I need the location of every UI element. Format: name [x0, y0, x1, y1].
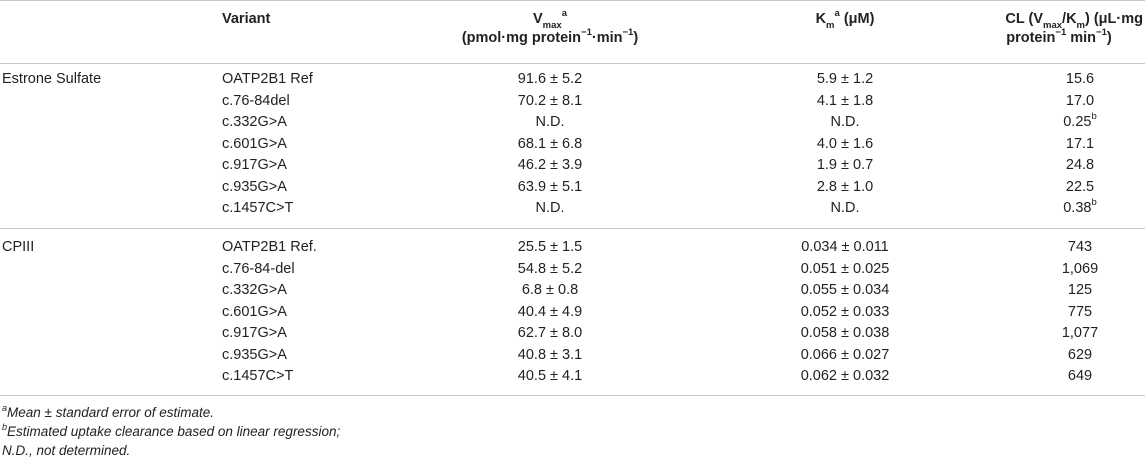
- cell-cl: 649: [1067, 368, 1093, 384]
- cell-km: 1.9 ± 0.7: [816, 157, 874, 173]
- cell-km: 0.066 ± 0.027: [800, 346, 890, 363]
- cell-variant: c.332G>A: [222, 282, 287, 298]
- cell-vmax: 40.5 ± 4.1: [517, 368, 583, 384]
- header-vmax-line1: Vmaxa: [533, 8, 567, 31]
- header-cl-line2: protein−1 min−1): [1006, 27, 1112, 46]
- cell-vmax: 62.7 ± 8.0: [517, 325, 583, 341]
- group-label: Estrone Sulfate: [2, 71, 102, 87]
- cell-variant: OATP2B1 Ref: [222, 71, 313, 87]
- cell-cl: 15.6: [1065, 71, 1095, 87]
- group-label: CPIII: [2, 239, 35, 255]
- cell-km: N.D.: [830, 114, 860, 130]
- cell-variant: c.76-84-del: [222, 260, 295, 277]
- cell-cl: 17.0: [1065, 92, 1095, 109]
- cell-variant: c.332G>A: [222, 114, 287, 130]
- cell-cl: 743: [1067, 239, 1093, 255]
- header-cl-line1: CL (Vmax/Km) (μL·mg: [1005, 11, 1143, 31]
- cell-variant: c.1457C>T: [222, 368, 294, 384]
- group-separator-rule: [0, 228, 1145, 229]
- cell-km: 0.034 ± 0.011: [801, 239, 889, 255]
- cell-km: 4.1 ± 1.8: [816, 92, 874, 109]
- cell-cl: 125: [1067, 282, 1093, 298]
- cell-cl: 1,077: [1061, 325, 1099, 341]
- table-top-rule: [0, 0, 1145, 1]
- cell-cl: 24.8: [1065, 157, 1095, 173]
- header-vmax-line2: (pmol·mg protein−1·min−1): [461, 27, 639, 46]
- cell-km: 5.9 ± 1.2: [816, 71, 874, 87]
- cell-cl: 0.25b: [1063, 111, 1097, 130]
- cell-vmax: 70.2 ± 8.1: [517, 92, 583, 109]
- cell-vmax: 68.1 ± 6.8: [517, 135, 583, 152]
- cell-km: 0.058 ± 0.038: [800, 325, 890, 341]
- cell-variant: c.1457C>T: [222, 200, 294, 216]
- cell-variant: c.76-84del: [222, 92, 290, 109]
- cell-km: 0.055 ± 0.034: [800, 282, 890, 298]
- cell-cl: 1,069: [1061, 260, 1099, 277]
- cell-cl: 17.1: [1065, 135, 1095, 152]
- cell-cl: 629: [1067, 346, 1093, 363]
- cell-km: 0.062 ± 0.032: [800, 368, 890, 384]
- cell-vmax: 6.8 ± 0.8: [521, 282, 579, 298]
- cell-km: 2.8 ± 1.0: [816, 178, 874, 195]
- header-variant: Variant: [222, 11, 271, 27]
- cell-variant: c.917G>A: [222, 157, 287, 173]
- cell-variant: OATP2B1 Ref.: [222, 239, 317, 255]
- cell-vmax: 40.4 ± 4.9: [517, 303, 583, 320]
- cell-cl: 22.5: [1065, 178, 1095, 195]
- cell-variant: c.917G>A: [222, 325, 287, 341]
- cell-km: 0.052 ± 0.033: [800, 303, 890, 320]
- cell-km: N.D.: [830, 200, 860, 216]
- header-vmax: Vmaxa (pmol·mg protein−1·min−1): [420, 8, 680, 48]
- table-bottom-rule: [0, 395, 1145, 396]
- header-bottom-rule: [0, 63, 1145, 64]
- cell-km: 4.0 ± 1.6: [816, 135, 874, 152]
- cell-vmax: 46.2 ± 3.9: [517, 157, 583, 173]
- cell-variant: c.935G>A: [222, 346, 287, 363]
- footnote-b: bEstimated uptake clearance based on lin…: [2, 421, 341, 439]
- cell-vmax: 63.9 ± 5.1: [517, 178, 583, 195]
- header-cl: CL (Vmax/Km) (μL·mg protein−1 min−1): [955, 10, 1143, 48]
- cell-vmax: 40.8 ± 3.1: [517, 346, 583, 363]
- cell-vmax: N.D.: [535, 114, 565, 130]
- cell-vmax: N.D.: [535, 200, 565, 216]
- cell-vmax: 91.6 ± 5.2: [517, 71, 583, 87]
- footnote-a: aMean ± standard error of estimate.: [2, 402, 215, 420]
- cell-variant: c.601G>A: [222, 303, 287, 320]
- cell-variant: c.601G>A: [222, 135, 287, 152]
- cell-vmax: 25.5 ± 1.5: [517, 239, 583, 255]
- cell-vmax: 54.8 ± 5.2: [517, 260, 583, 277]
- cell-cl: 0.38b: [1063, 197, 1097, 216]
- cell-cl: 775: [1067, 303, 1093, 320]
- footnote-nd: N.D., not determined.: [2, 443, 131, 458]
- header-km: Kma (μM): [815, 8, 875, 31]
- cell-variant: c.935G>A: [222, 178, 287, 195]
- cell-km: 0.051 ± 0.025: [800, 260, 890, 277]
